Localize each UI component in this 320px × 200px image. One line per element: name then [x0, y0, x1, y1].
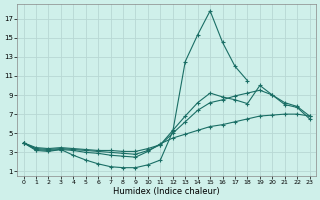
X-axis label: Humidex (Indice chaleur): Humidex (Indice chaleur) — [113, 187, 220, 196]
